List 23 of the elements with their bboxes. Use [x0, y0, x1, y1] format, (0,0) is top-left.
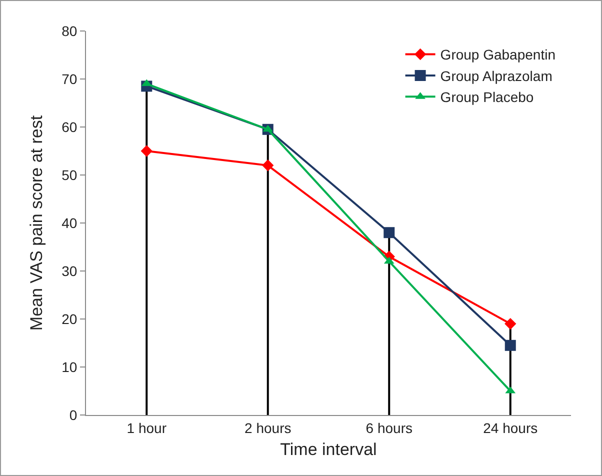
point	[504, 340, 516, 351]
legend-label: Group Alprazolam	[440, 68, 552, 84]
y-tick-label: 30	[62, 262, 78, 279]
y-tick-label: 80	[62, 22, 78, 39]
point	[262, 160, 274, 172]
y-tick-label: 70	[62, 70, 78, 87]
y-tick-label: 20	[62, 310, 78, 327]
x-tick-label: 2 hours	[244, 420, 292, 436]
y-tick-label: 50	[62, 166, 78, 183]
y-axis-title: Mean VAS pain score at rest	[27, 115, 46, 331]
point	[504, 318, 516, 330]
y-tick-label: 10	[62, 358, 78, 375]
point	[384, 227, 395, 238]
y-tick-label: 60	[62, 118, 78, 135]
y-tick-label: 40	[62, 214, 78, 231]
legend-label: Group Placebo	[440, 89, 534, 106]
x-tick-label: 1 hour	[126, 420, 167, 436]
x-tick-label: 6 hours	[366, 420, 412, 436]
legend-label: Group Gabapentin	[440, 46, 556, 63]
point	[140, 145, 152, 157]
x-tick-label: 24 hours	[483, 420, 538, 436]
y-tick-label: 0	[69, 406, 78, 423]
x-axis-title: Time interval	[280, 440, 377, 460]
